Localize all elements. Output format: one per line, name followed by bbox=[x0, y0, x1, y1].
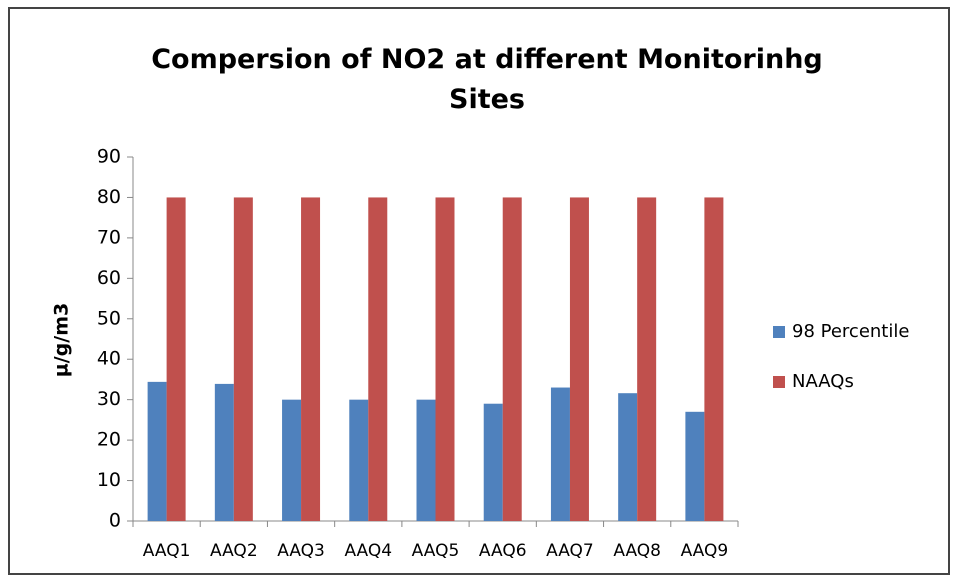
bar bbox=[301, 197, 321, 521]
x-tick-label: AAQ2 bbox=[210, 541, 258, 561]
y-tick-label: 40 bbox=[97, 348, 121, 370]
x-tick-label: AAQ1 bbox=[143, 541, 191, 561]
chart-title: Compersion of NO2 at different Monitorin… bbox=[151, 44, 823, 115]
y-tick-label: 70 bbox=[97, 226, 121, 248]
bar bbox=[233, 197, 253, 521]
x-tick-label: AAQ9 bbox=[681, 541, 729, 561]
y-tick-label: 20 bbox=[97, 429, 121, 451]
x-tick-label: AAQ7 bbox=[546, 541, 594, 561]
bar bbox=[368, 197, 388, 521]
y-tick-label: 30 bbox=[97, 388, 121, 410]
bar bbox=[483, 403, 503, 521]
y-tick-label: 80 bbox=[97, 186, 121, 208]
y-tick-label: 60 bbox=[97, 267, 121, 289]
bar bbox=[349, 399, 369, 521]
x-tick-label: AAQ4 bbox=[344, 541, 392, 561]
x-tick-label: AAQ5 bbox=[412, 541, 460, 561]
bar bbox=[502, 197, 522, 521]
bar bbox=[435, 197, 455, 521]
y-tick-label: 10 bbox=[97, 469, 121, 491]
y-tick-label: 0 bbox=[109, 510, 121, 532]
y-axis-label: µ/g/m3 bbox=[51, 303, 73, 377]
y-tick-label: 90 bbox=[97, 146, 121, 168]
bar bbox=[282, 399, 302, 521]
x-tick-label: AAQ6 bbox=[479, 541, 527, 561]
bar bbox=[685, 411, 705, 521]
bar bbox=[618, 393, 638, 521]
legend-label: NAAQs bbox=[792, 371, 854, 392]
y-tick-label: 50 bbox=[97, 307, 121, 329]
legend-label: 98 Percentile bbox=[792, 321, 909, 342]
x-tick-label: AAQ3 bbox=[277, 541, 325, 561]
legend-swatch bbox=[773, 376, 785, 388]
legend-swatch bbox=[773, 326, 785, 338]
bar bbox=[166, 197, 186, 521]
bar bbox=[147, 381, 167, 521]
bar bbox=[416, 399, 436, 521]
bar bbox=[704, 197, 724, 521]
bar bbox=[214, 383, 234, 521]
bar bbox=[569, 197, 589, 521]
bar bbox=[550, 387, 570, 521]
bar bbox=[637, 197, 657, 521]
x-tick-label: AAQ8 bbox=[613, 541, 661, 561]
